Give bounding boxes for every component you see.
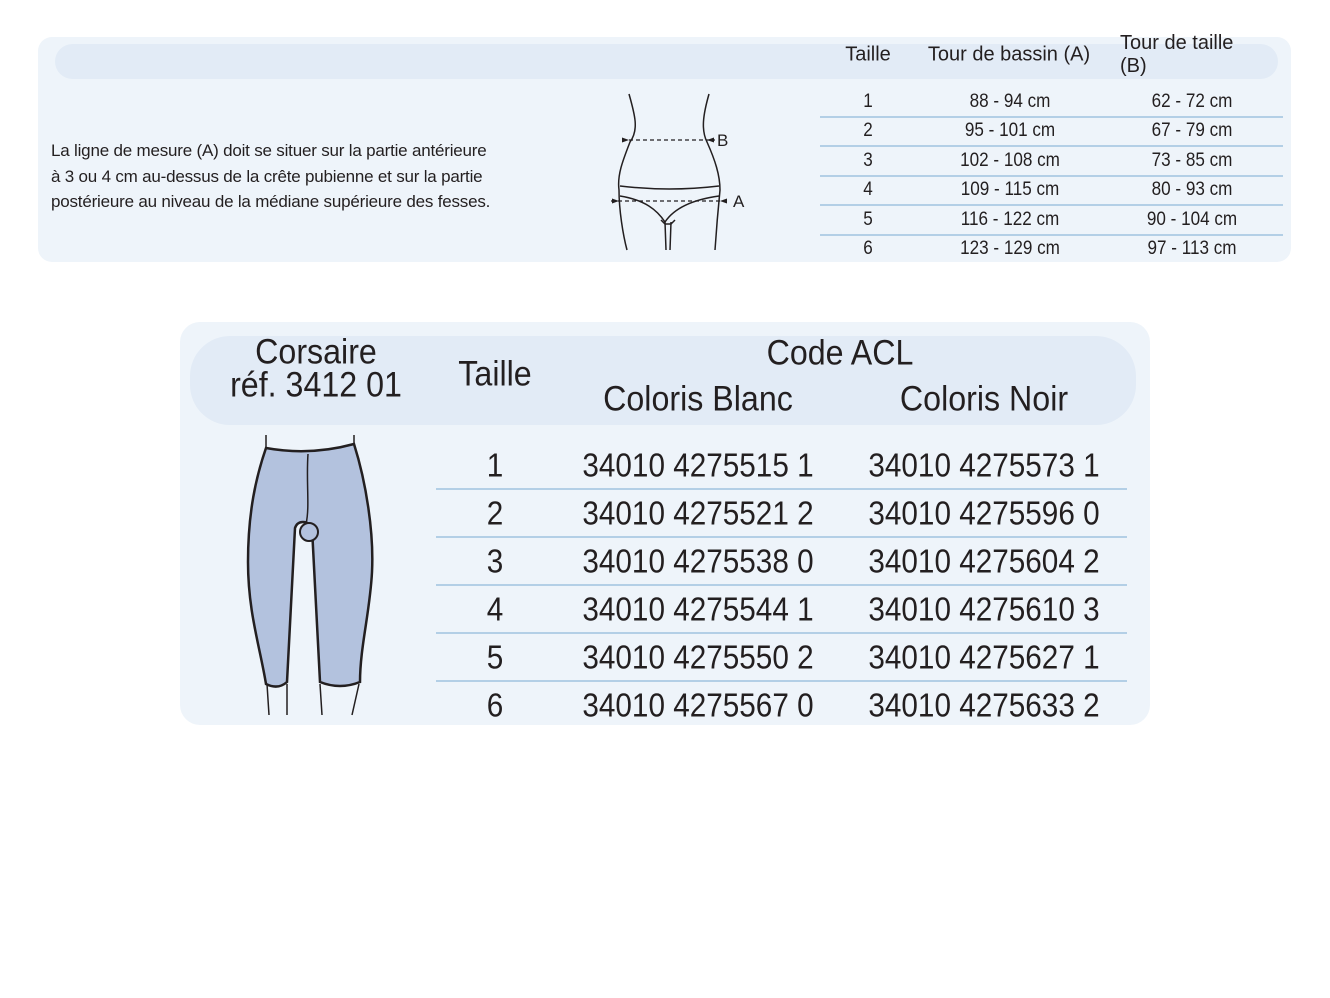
product-cell: 34010 4275573 1 [868, 446, 1100, 484]
measure-cell: 62 - 72 cm [1151, 91, 1233, 112]
product-cell: 34010 4275604 2 [868, 542, 1100, 580]
product-cell: 1 [486, 446, 504, 484]
measure-cell: 90 - 104 cm [1146, 208, 1238, 230]
header-coloris-noir: Coloris Noir [899, 379, 1069, 419]
measurement-header-bar [55, 44, 1278, 79]
hip-waist-diagram: B A [611, 93, 745, 251]
instruction-line: à 3 ou 4 cm au-dessus de la crête pubien… [51, 166, 483, 186]
product-cell: 34010 4275538 0 [582, 542, 814, 580]
row-separator [820, 116, 1283, 118]
header-coloris-blanc: Coloris Blanc [603, 379, 793, 419]
label-a: A [733, 192, 745, 211]
product-cell: 34010 4275515 1 [582, 446, 814, 484]
row-separator [820, 204, 1283, 207]
measure-cell: 95 - 101 cm [964, 120, 1056, 142]
header-size: Taille [458, 354, 532, 394]
row-separator [820, 233, 1283, 236]
product-header-bar [190, 336, 1136, 425]
product-cell: 34010 4275550 2 [582, 638, 814, 676]
row-separator [436, 488, 1127, 490]
product-cell: 34010 4275633 2 [868, 686, 1100, 724]
header-tour-bassin: Tour de bassin (A) [927, 43, 1091, 66]
measure-cell: 5 [863, 208, 873, 230]
measure-cell: 80 - 93 cm [1151, 179, 1233, 201]
row-separator [436, 632, 1127, 634]
product-cell: 34010 4275567 0 [582, 686, 814, 724]
measure-cell: 97 - 113 cm [1147, 238, 1237, 259]
measure-cell: 109 - 115 cm [960, 179, 1060, 201]
header-code-acl: Code ACL [766, 333, 914, 373]
product-ref: réf. 3412 01 [230, 365, 402, 405]
row-separator [436, 680, 1127, 682]
header-taille: Taille [845, 43, 891, 66]
measure-cell: 123 - 129 cm [960, 238, 1060, 259]
measure-cell: 88 - 94 cm [969, 91, 1051, 112]
product-cell: 34010 4275521 2 [582, 494, 814, 532]
measure-cell: 73 - 85 cm [1151, 149, 1233, 171]
product-cell: 3 [486, 542, 504, 580]
measure-cell: 2 [863, 120, 873, 142]
label-b: B [717, 131, 728, 150]
product-cell: 34010 4275610 3 [868, 590, 1100, 628]
product-cell: 4 [486, 590, 504, 628]
product-cell: 5 [486, 638, 504, 676]
product-cell: 34010 4275627 1 [868, 638, 1100, 676]
product-cell: 34010 4275544 1 [582, 590, 814, 628]
product-cell: 34010 4275596 0 [868, 494, 1100, 532]
measure-cell: 116 - 122 cm [960, 208, 1060, 230]
measure-cell: 6 [863, 238, 873, 259]
measure-cell: 102 - 108 cm [960, 149, 1060, 171]
measure-cell: 3 [863, 149, 873, 171]
row-separator [436, 584, 1127, 586]
measure-cell: 67 - 79 cm [1151, 120, 1233, 142]
instruction-line: La ligne de mesure (A) doit se situer su… [51, 141, 487, 160]
measure-cell: 4 [863, 179, 873, 201]
measure-cell: 1 [863, 91, 873, 112]
row-separator [820, 174, 1283, 177]
row-separator [436, 536, 1127, 538]
header-tour-taille: Tour de taille (B) [1120, 32, 1234, 77]
corsaire-garment-illustration [246, 435, 374, 716]
instruction-line: postérieure au niveau de la médiane supé… [51, 192, 491, 211]
product-cell: 6 [486, 686, 504, 724]
row-separator [820, 145, 1283, 148]
product-cell: 2 [486, 494, 504, 532]
measurement-instructions: La ligne de mesure (A) doit se situer su… [51, 138, 490, 215]
product-name: Corsaire [255, 332, 377, 372]
